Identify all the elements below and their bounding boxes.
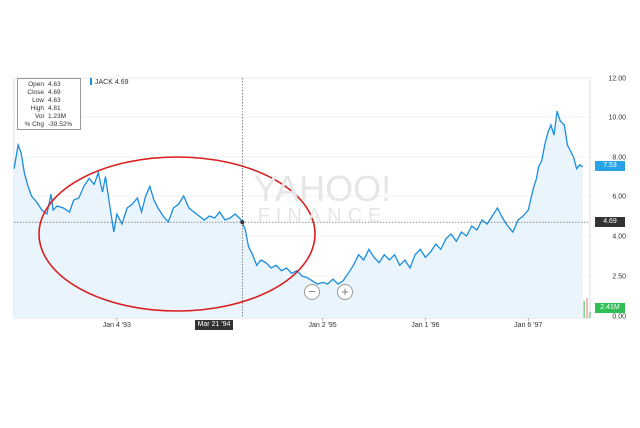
x-tick-label: Jan 4 '93 <box>103 322 131 329</box>
tooltip-key: Vol <box>34 113 44 120</box>
tooltip-row: Vol 1.23M <box>18 113 80 121</box>
price-tag: 2.41M <box>595 303 625 313</box>
crosshair <box>14 78 590 318</box>
x-tick-label: Jan 1 '96 <box>411 322 439 329</box>
tooltip-key: Open <box>28 81 44 88</box>
price-area <box>14 111 583 318</box>
tooltip-value: 4.69 <box>48 89 61 96</box>
tooltip-value: 4.81 <box>48 105 61 112</box>
yahoo-finance-watermark: YAHOO! FINANCE <box>250 168 395 227</box>
tooltip-value: 1.23M <box>48 113 67 120</box>
tooltip-box: Open 4.63 Close 4.69 Low 4.63 High 4.81 Vol 1.23M… <box>17 78 81 130</box>
ticker-legend: JACK 4.69 <box>90 78 128 86</box>
volume-bar <box>583 301 585 318</box>
tooltip-row: Open 4.63 <box>18 81 80 89</box>
volume-bar <box>586 298 588 318</box>
y-tick-label: 12.00 <box>608 76 626 83</box>
zoom-out-button[interactable]: − <box>304 284 320 300</box>
volume-bar <box>589 312 591 318</box>
tooltip-key: % Chg <box>24 121 44 128</box>
y-tick-label: 8.00 <box>612 155 626 162</box>
tooltip-row: Low 4.63 <box>18 97 80 105</box>
price-tag: 4.69 <box>595 217 625 228</box>
tooltip-key: Close <box>27 89 44 96</box>
tooltip-value: 4.63 <box>48 81 61 88</box>
price-line <box>13 110 584 285</box>
price-series-line <box>13 110 584 285</box>
red-ellipse <box>38 156 316 312</box>
ticker-symbol: JACK <box>95 79 113 86</box>
x-axis: Jan 4 '93 Jan 2 '95 Jan 1 '96 Jan 6 '97 <box>103 318 542 329</box>
x-tick-label: Jan 6 '97 <box>514 322 542 329</box>
tooltip-value: 4.63 <box>48 97 61 104</box>
tooltip-row: Close 4.69 <box>18 89 80 97</box>
ticker-value: 4.69 <box>114 79 129 86</box>
tooltip-row: High 4.81 <box>18 105 80 113</box>
crosshair-point <box>240 220 245 225</box>
y-tick-label: 10.00 <box>608 115 626 122</box>
y-tick-label: 6.00 <box>612 194 626 201</box>
price-area-fill <box>14 111 583 318</box>
y-tick-label: 4.00 <box>612 234 626 241</box>
annotation-ellipse <box>38 156 316 312</box>
tooltip-value: -39.52% <box>48 121 73 128</box>
series-swatch <box>90 78 92 85</box>
tooltip-row: % Chg -39.52% <box>18 121 80 129</box>
tooltip-key: High <box>30 105 44 112</box>
tooltip-key: Low <box>32 97 44 104</box>
y-tick-label: 2.50 <box>612 274 626 281</box>
watermark-sub: FINANCE <box>257 205 388 227</box>
crosshair-date-flag: Mar 21 '94 <box>195 320 233 330</box>
watermark-main: YAHOO! <box>253 168 392 209</box>
price-tag: 7.53 <box>595 161 625 172</box>
y-axis: 12.00 10.00 8.00 6.00 4.00 2.50 0.00 <box>608 76 626 321</box>
y-tick-label: 0.00 <box>612 314 626 321</box>
zoom-in-button[interactable]: + <box>337 284 353 300</box>
x-tick-label: Jan 2 '95 <box>308 322 336 329</box>
